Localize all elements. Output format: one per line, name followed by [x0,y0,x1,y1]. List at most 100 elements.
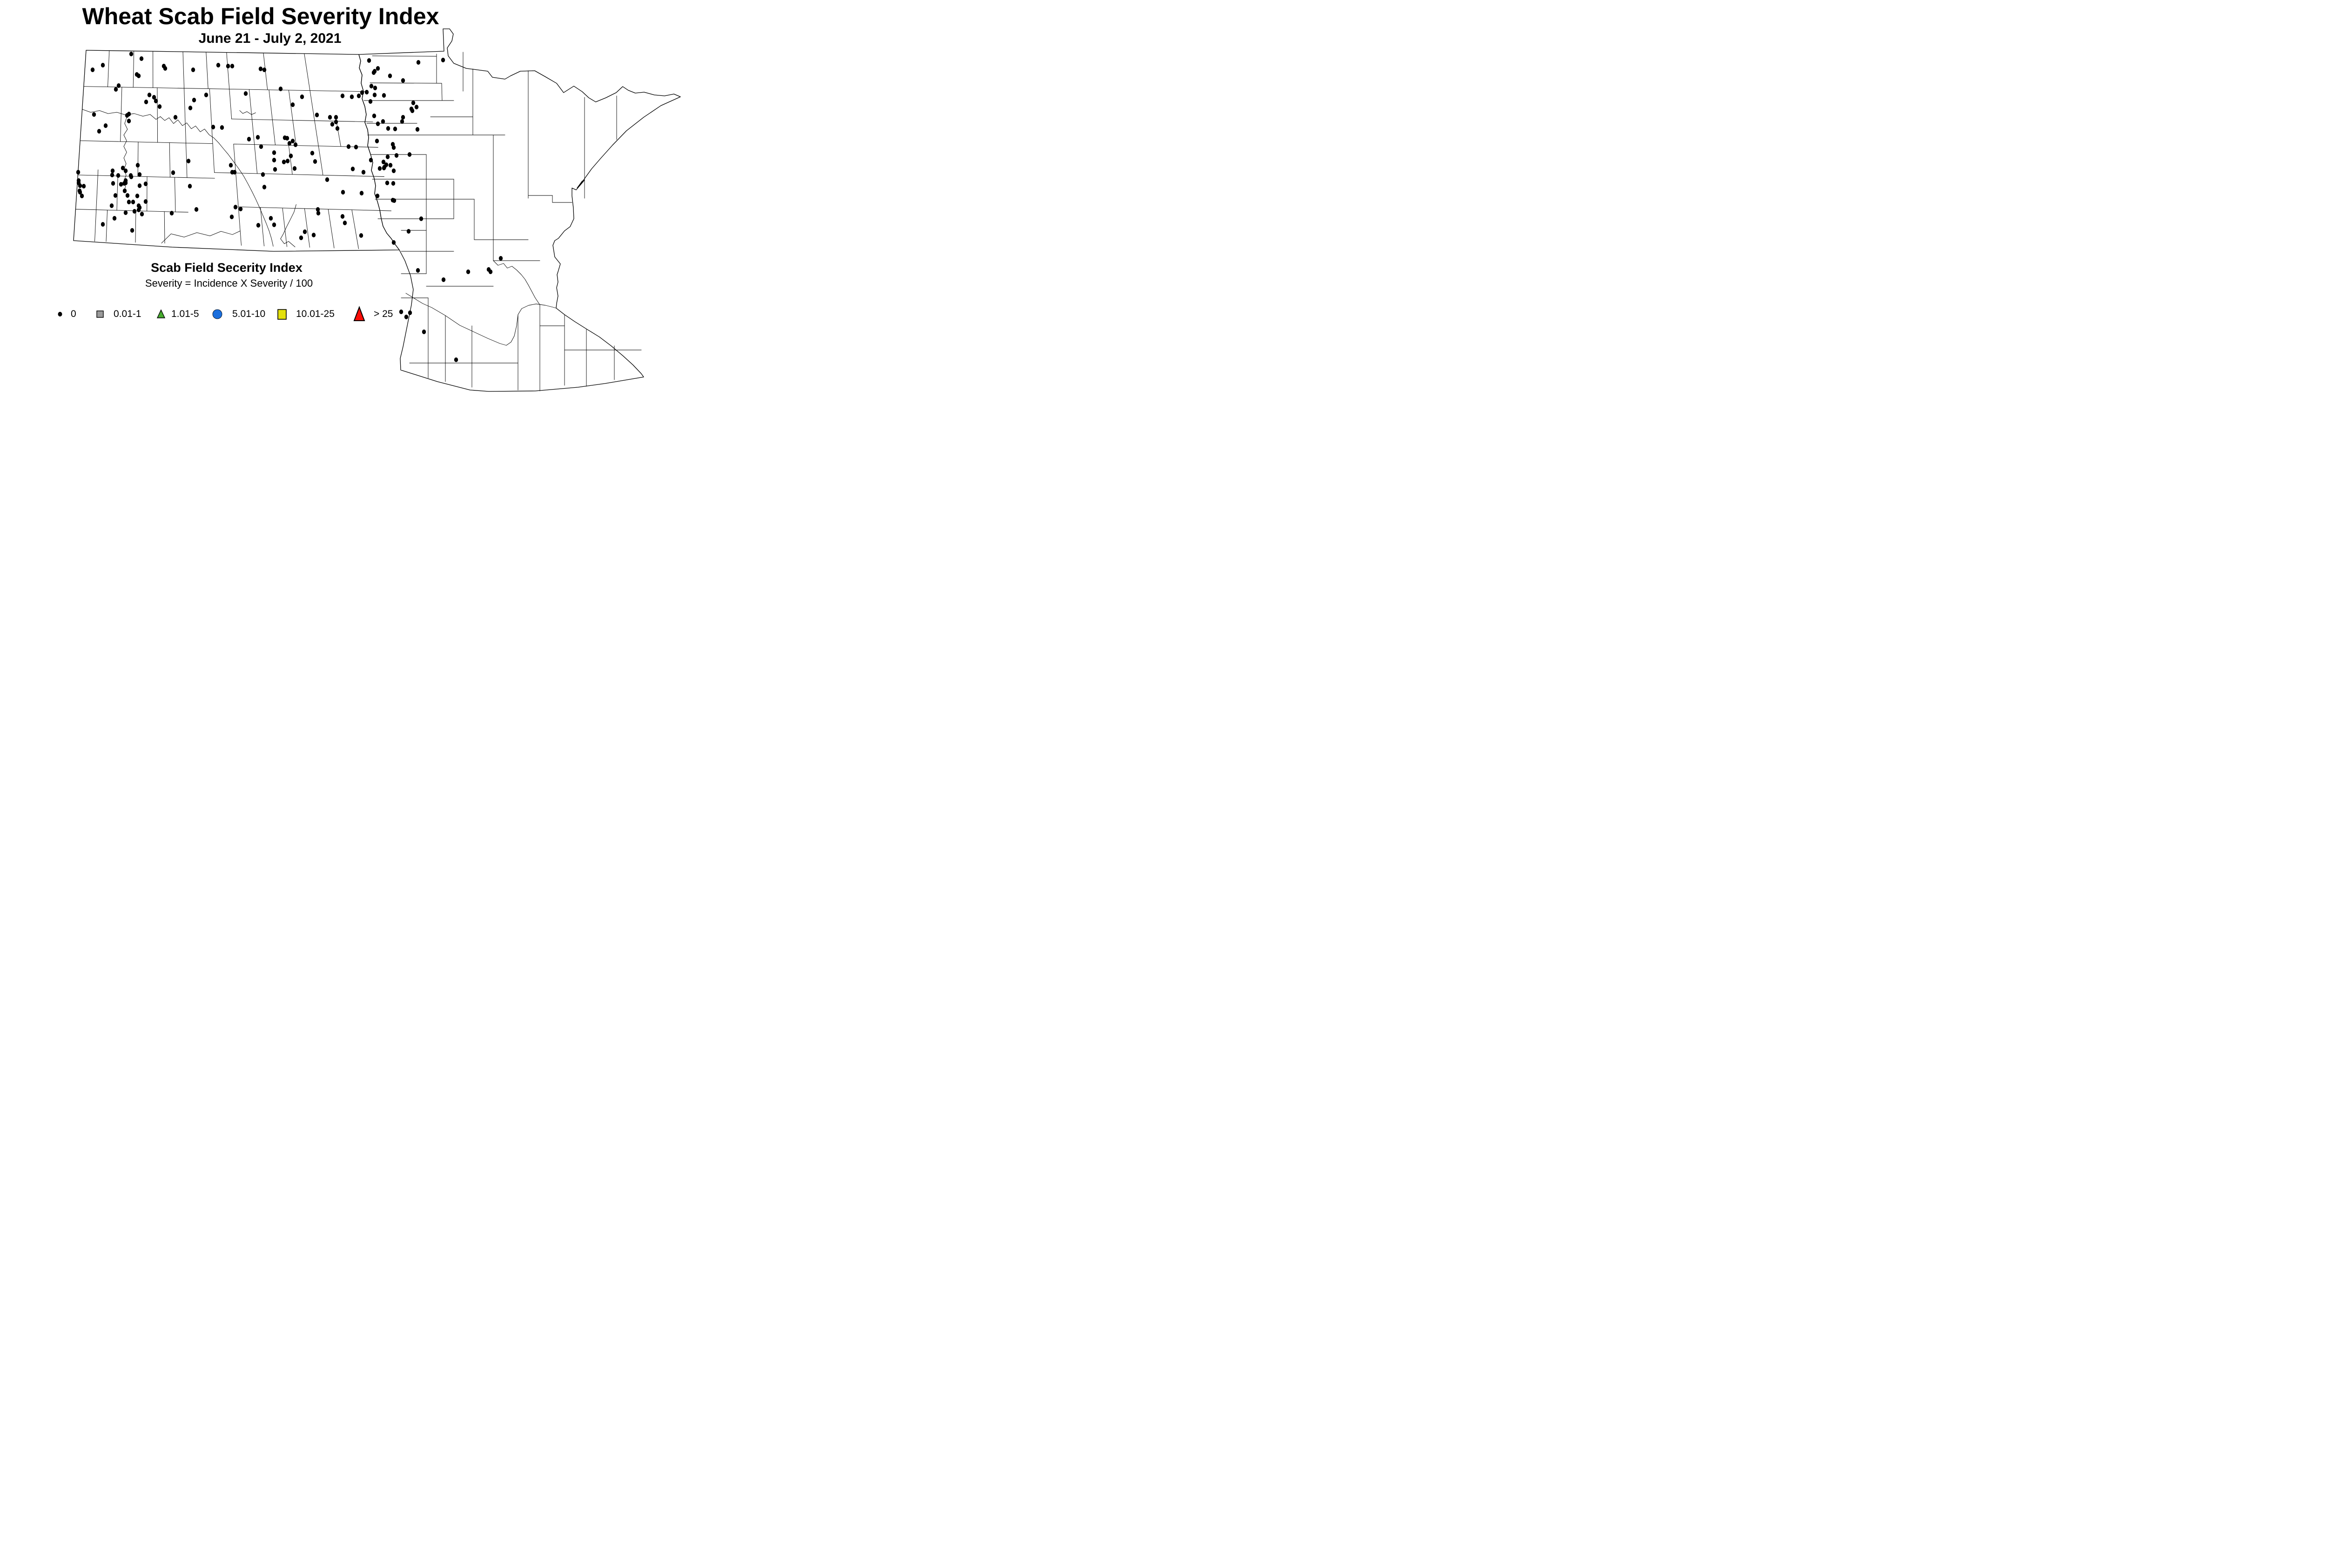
field-dot [343,221,347,225]
field-dot [78,190,82,195]
field-dot [375,194,380,198]
field-dot [123,210,128,215]
field-dot [361,170,366,175]
field-dot [226,64,230,68]
field-dot [121,166,125,170]
field-dot [140,212,144,216]
field-dot [188,184,192,188]
field-dot [407,152,412,157]
field-dot [171,170,175,175]
field-dot [256,135,260,140]
field-dot [90,67,95,72]
field-dot [388,163,393,168]
field-dot [303,229,307,234]
field-dot [135,163,140,168]
field-dot [368,99,373,104]
field-dot [136,74,141,78]
field-dot [416,60,421,65]
river-lines [82,109,557,346]
north-dakota-county-lines [75,50,392,249]
legend-label: 0.01-1 [114,309,141,319]
field-dot [292,166,297,171]
field-dot [130,228,135,233]
field-dot [229,163,233,168]
field-dot [110,173,114,177]
field-dot [316,211,321,215]
field-dot [147,93,152,97]
field-dot [135,194,140,198]
field-dot [359,233,363,238]
field-dot [111,181,115,186]
legend-symbol-circle-icon [212,309,222,319]
field-dot [110,168,115,173]
field-dot [369,84,374,88]
field-dot [131,200,135,204]
field-dot [315,113,319,117]
legend-title: Scab Field Secerity Index [151,261,303,275]
field-dot [247,137,251,141]
legend: 0 0.01-1 1.01-5 5.01-10 10.01-25 > 25 [0,305,419,324]
field-dot [422,330,426,334]
field-dot [261,172,265,177]
field-dot [399,310,404,314]
field-dot [287,141,292,146]
field-dot [404,315,409,319]
field-dot [354,145,358,149]
legend-label: 5.01-10 [232,309,266,319]
field-dot [188,106,193,110]
field-dot [340,94,345,98]
field-dot [220,125,224,130]
field-dot [92,112,96,117]
field-dot [256,223,261,228]
minnesota-outline [358,28,681,392]
field-dot [393,127,397,131]
field-dot [401,78,405,83]
field-dot [113,193,118,198]
minnesota-county-lines [363,52,642,391]
field-dot [334,120,338,124]
field-dot [282,160,286,164]
legend-symbol-triangle-icon [156,309,166,318]
field-dot [341,190,345,195]
field-dot [498,256,503,261]
field-dot [350,94,354,99]
field-dot [258,67,263,71]
field-dot [127,200,131,204]
field-dot [143,182,148,186]
field-dot [78,183,82,188]
field-dot [262,185,267,189]
field-dot [125,193,130,198]
field-dot [400,119,404,124]
field-dot [123,168,128,173]
field-dot [340,214,345,219]
field-dot [411,101,416,105]
field-dot [386,126,390,131]
field-dot [466,269,471,274]
field-dot [97,129,101,134]
field-dot [233,205,238,209]
field-dot [76,170,81,175]
field-dot [114,87,118,92]
field-dot [369,158,373,162]
field-dot [376,66,380,71]
field-dot [163,66,168,71]
field-dot [211,125,215,129]
field-dot [441,277,446,282]
field-dot [144,100,148,104]
field-dot [454,357,458,362]
field-dot [419,216,424,221]
field-dot [204,93,208,97]
field-dot [441,58,445,62]
legend-label: 1.01-5 [171,309,199,319]
field-dot [132,209,137,214]
field-dot [127,112,131,116]
field-dot [416,268,420,273]
field-dot [330,122,335,127]
field-dot [356,94,361,98]
field-dot [392,198,397,203]
legend-symbol-dot-icon [58,312,62,316]
field-dot [273,167,277,172]
field-dot [101,222,105,227]
page-subtitle: June 21 - July 2, 2021 [198,31,342,46]
field-dot [137,183,142,188]
